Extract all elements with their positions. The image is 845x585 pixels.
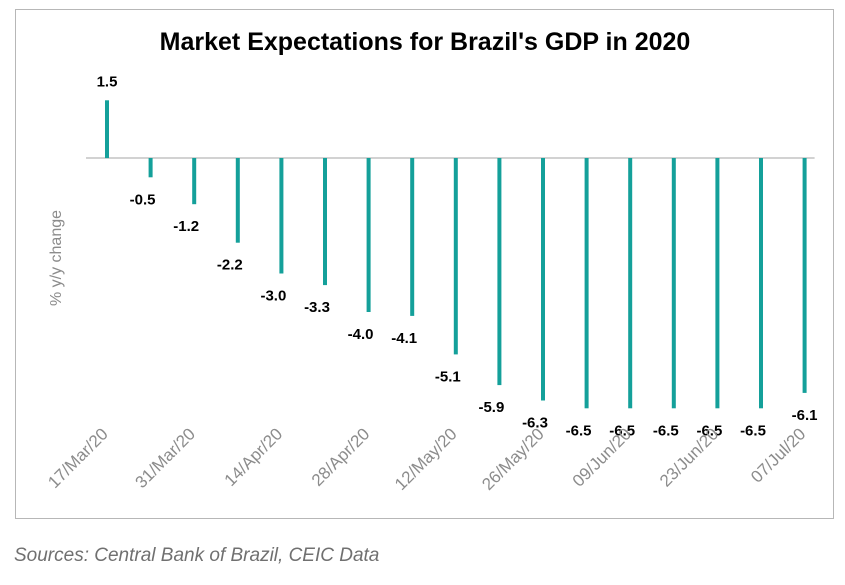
source-note: Sources: Central Bank of Brazil, CEIC Da… [14,545,380,566]
chart-frame: Market Expectations for Brazil's GDP in … [15,9,834,519]
bar-28-apr-20 [366,158,371,312]
x-tick-label-31-mar-20: 31/Mar/20 [131,424,199,492]
value-label-07-jul-20: -6.1 [792,407,818,424]
value-label-05-may-20: -4.1 [391,330,417,347]
value-label-28-apr-20: -4.0 [348,326,374,343]
x-tick-label-26-may-20: 26/May/20 [478,424,548,494]
bar-02-jun-20 [584,158,589,409]
value-label-09-jun-20: -6.5 [609,422,635,439]
y-axis-label: % y/y change [48,210,65,306]
value-label-14-apr-20: -3.0 [260,288,286,305]
bar-24-mar-20 [148,158,153,178]
bar-16-jun-20 [671,158,676,409]
bar-30-jun-20 [759,158,763,409]
bar-26-may-20 [541,158,545,401]
x-tick-labels-group: 17/Mar/20 31/Mar/20 14/Apr/20 28/Apr/20 12/M… [44,424,809,494]
bar-07-apr-20 [235,158,240,243]
value-label-24-mar-20: -0.5 [130,191,156,208]
value-labels-group: 1.5 -0.5 -1.2 -2.2 -3.0 -3.3 -4.0 -4.1 -5.1 -5.9 -… [97,73,818,439]
value-label-12-may-20: -5.1 [435,368,461,385]
value-label-19-may-20: -5.9 [478,399,504,416]
chart-svg: Market Expectations for Brazil's GDP in … [44,28,818,494]
bar-21-apr-20 [323,158,327,286]
bar-14-apr-20 [279,158,284,274]
x-tick-label-12-may-20: 12/May/20 [391,424,461,494]
bar-23-jun-20 [715,158,720,409]
bar-12-may-20 [453,158,458,355]
value-label-07-apr-20: -2.2 [217,257,243,274]
bar-05-may-20 [410,158,415,316]
x-tick-label-17-mar-20: 17/Mar/20 [44,424,112,492]
value-label-02-jun-20: -6.5 [566,422,592,439]
bars-group [105,100,807,409]
bar-07-jul-20 [802,158,807,393]
bar-31-mar-20 [192,158,197,205]
bar-19-may-20 [497,158,502,386]
value-label-30-jun-20: -6.5 [740,422,766,439]
bar-17-mar-20 [105,100,109,159]
value-label-23-jun-20: -6.5 [696,422,722,439]
chart-title: Market Expectations for Brazil's GDP in … [160,28,691,56]
value-label-17-mar-20: 1.5 [97,73,118,90]
x-tick-label-28-apr-20: 28/Apr/20 [308,424,374,490]
bar-09-jun-20 [628,158,633,409]
value-label-16-jun-20: -6.5 [653,422,679,439]
value-label-26-may-20: -6.3 [522,415,548,432]
x-tick-label-14-apr-20: 14/Apr/20 [221,424,287,490]
value-label-21-apr-20: -3.3 [304,299,330,316]
value-label-31-mar-20: -1.2 [173,218,199,235]
